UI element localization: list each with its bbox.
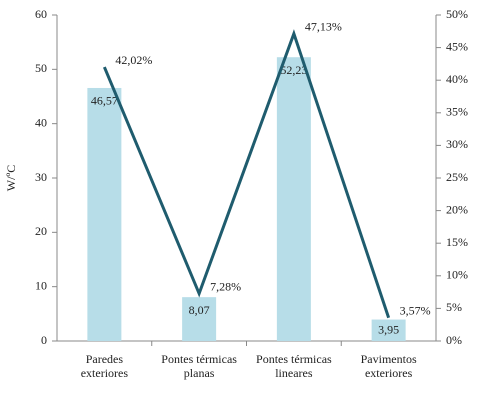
x-tick-label: Paredes exteriores <box>81 352 129 380</box>
line-value-label: 47,13% <box>305 19 342 33</box>
line-value-label: 3,57% <box>400 303 431 317</box>
bar-value-label: 8,07 <box>189 303 210 317</box>
y-tick-label: 10 <box>35 278 47 292</box>
bar <box>276 57 311 341</box>
y-tick-label: 0 <box>41 333 47 347</box>
x-tick-label: Pavimentos exteriores <box>361 352 417 380</box>
y2-tick-label: 0% <box>446 333 462 347</box>
line <box>102 29 391 319</box>
bar <box>87 87 122 341</box>
y2-tick-label: 20% <box>446 202 468 216</box>
y2-tick-label: 30% <box>446 137 468 151</box>
line-value-label: 7,28% <box>210 279 241 293</box>
y-axis-label: W/ºC <box>4 165 18 191</box>
bar-value-label: 52,23 <box>280 63 307 77</box>
y-tick-label: 30 <box>35 170 47 184</box>
y-tick-label: 40 <box>35 115 47 129</box>
y-tick-label: 20 <box>35 224 47 238</box>
y2-tick-label: 10% <box>446 268 468 282</box>
y-tick-label: 60 <box>35 7 47 21</box>
bar-value-label: 3,95 <box>378 322 399 336</box>
y2-tick-label: 50% <box>446 7 468 21</box>
x-tick-label: Pontes térmicas lineares <box>256 352 332 380</box>
y2-tick-label: 5% <box>446 300 462 314</box>
y2-tick-label: 15% <box>446 235 468 249</box>
y2-tick-label: 25% <box>446 170 468 184</box>
y2-tick-label: 45% <box>446 39 468 53</box>
x-tick-label: Pontes térmicas planas <box>161 352 237 380</box>
line-value-label: 42,02% <box>115 53 152 67</box>
bar <box>371 319 406 341</box>
y-tick-label: 50 <box>35 61 47 75</box>
bar <box>182 297 217 341</box>
y2-tick-label: 40% <box>446 72 468 86</box>
bar-value-label: 46,57 <box>91 94 118 108</box>
y2-tick-label: 35% <box>446 105 468 119</box>
